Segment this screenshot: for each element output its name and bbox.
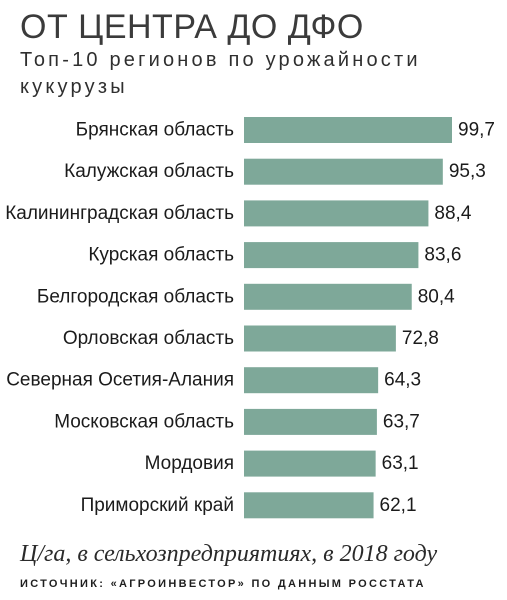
category-label: Калининградская область <box>5 203 234 224</box>
bar <box>244 450 376 477</box>
bar <box>244 367 379 394</box>
value-label: 64,3 <box>384 370 421 391</box>
value-label: 88,4 <box>434 203 471 224</box>
unit-note: Ц/га, в сельхозпредприятиях, в 2018 году <box>20 541 438 567</box>
value-label: 99,7 <box>458 120 495 141</box>
bar <box>244 408 377 435</box>
value-label: 72,8 <box>402 328 439 349</box>
category-label: Московская область <box>54 411 234 432</box>
value-label: 80,4 <box>418 286 455 307</box>
bar <box>244 117 452 143</box>
category-label: Брянская область <box>76 120 234 141</box>
bar <box>244 492 374 519</box>
category-label: Приморский край <box>81 495 234 516</box>
value-label: 95,3 <box>449 161 486 182</box>
category-label: Белгородская область <box>37 286 234 307</box>
value-label: 63,1 <box>382 453 419 474</box>
value-label: 63,7 <box>383 411 420 432</box>
category-label: Мордовия <box>145 453 234 474</box>
bar <box>244 200 429 227</box>
source-note: ИСТОЧНИК: «АГРОИНВЕСТОР» ПО ДАННЫМ РОССТ… <box>20 578 426 590</box>
bar <box>244 158 443 185</box>
bar <box>244 242 419 269</box>
chart-subtitle: Топ-10 регионов по урожайности кукурузы <box>20 49 421 98</box>
bar <box>244 325 396 352</box>
chart-title: ОТ ЦЕНТРА ДО ДФО <box>20 8 364 46</box>
category-label: Орловская область <box>63 328 234 349</box>
bar <box>244 283 412 310</box>
value-label: 83,6 <box>424 245 461 266</box>
category-label: Курская область <box>88 245 234 266</box>
category-label: Калужская область <box>64 161 234 182</box>
category-label: Северная Осетия-Алания <box>6 370 234 391</box>
value-label: 62,1 <box>380 495 417 516</box>
